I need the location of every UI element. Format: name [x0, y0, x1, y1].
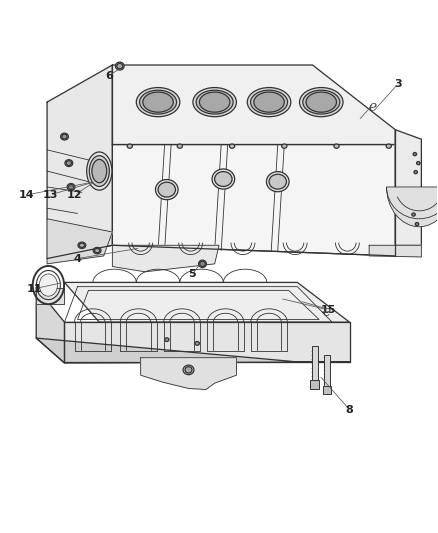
Polygon shape	[47, 65, 113, 259]
Ellipse shape	[306, 92, 336, 112]
Text: 15: 15	[321, 305, 336, 315]
Ellipse shape	[282, 144, 287, 148]
Ellipse shape	[67, 183, 75, 190]
Text: e: e	[323, 304, 331, 319]
Text: 4: 4	[74, 254, 81, 263]
Ellipse shape	[158, 182, 176, 197]
Ellipse shape	[62, 134, 67, 139]
Ellipse shape	[269, 174, 286, 189]
Text: 8: 8	[346, 405, 353, 415]
Ellipse shape	[127, 144, 132, 148]
Bar	[324, 354, 330, 386]
Ellipse shape	[143, 92, 173, 112]
Bar	[312, 346, 318, 381]
Text: 6: 6	[105, 70, 113, 80]
Ellipse shape	[200, 261, 205, 266]
Polygon shape	[141, 358, 237, 390]
Ellipse shape	[116, 62, 124, 70]
Ellipse shape	[39, 274, 57, 296]
Ellipse shape	[413, 152, 417, 156]
Polygon shape	[113, 65, 395, 144]
Ellipse shape	[300, 87, 343, 117]
Ellipse shape	[185, 367, 192, 373]
Text: 5: 5	[188, 270, 196, 279]
Ellipse shape	[79, 243, 85, 247]
Ellipse shape	[199, 92, 230, 112]
Ellipse shape	[386, 144, 391, 148]
Ellipse shape	[136, 87, 180, 117]
Ellipse shape	[89, 156, 110, 187]
Polygon shape	[113, 144, 395, 256]
Ellipse shape	[415, 222, 419, 225]
Ellipse shape	[183, 365, 194, 375]
Ellipse shape	[65, 160, 73, 166]
FancyBboxPatch shape	[311, 381, 319, 389]
FancyBboxPatch shape	[322, 386, 331, 394]
Text: 14: 14	[19, 190, 35, 200]
Text: 11: 11	[26, 284, 42, 294]
Ellipse shape	[414, 171, 417, 174]
Ellipse shape	[95, 248, 100, 253]
Ellipse shape	[196, 90, 233, 114]
Ellipse shape	[266, 172, 289, 192]
Ellipse shape	[195, 342, 199, 345]
Ellipse shape	[66, 161, 71, 165]
Polygon shape	[64, 322, 350, 362]
Ellipse shape	[155, 180, 178, 200]
Ellipse shape	[212, 169, 235, 189]
Ellipse shape	[93, 247, 101, 254]
Polygon shape	[47, 219, 113, 264]
Ellipse shape	[92, 159, 107, 183]
Polygon shape	[36, 288, 64, 363]
Ellipse shape	[60, 133, 68, 140]
Polygon shape	[64, 282, 350, 322]
Polygon shape	[395, 130, 421, 245]
Ellipse shape	[78, 242, 86, 248]
Text: e: e	[368, 100, 377, 115]
Ellipse shape	[68, 184, 74, 189]
Ellipse shape	[412, 213, 415, 216]
Text: 13: 13	[42, 190, 58, 200]
Text: 3: 3	[395, 78, 402, 88]
Ellipse shape	[165, 338, 169, 342]
Ellipse shape	[215, 172, 232, 187]
Ellipse shape	[230, 144, 235, 148]
Text: 12: 12	[67, 190, 82, 200]
Ellipse shape	[140, 90, 177, 114]
Ellipse shape	[117, 63, 123, 69]
Ellipse shape	[251, 90, 288, 114]
Ellipse shape	[87, 152, 112, 190]
Ellipse shape	[303, 90, 340, 114]
Ellipse shape	[417, 161, 420, 165]
Polygon shape	[36, 338, 350, 363]
Ellipse shape	[334, 144, 339, 148]
Wedge shape	[387, 187, 438, 227]
Ellipse shape	[254, 92, 284, 112]
Ellipse shape	[177, 144, 183, 148]
Ellipse shape	[193, 87, 237, 117]
Polygon shape	[36, 288, 64, 304]
Polygon shape	[369, 245, 421, 257]
Ellipse shape	[247, 87, 291, 117]
Ellipse shape	[198, 260, 206, 268]
Polygon shape	[113, 245, 219, 272]
